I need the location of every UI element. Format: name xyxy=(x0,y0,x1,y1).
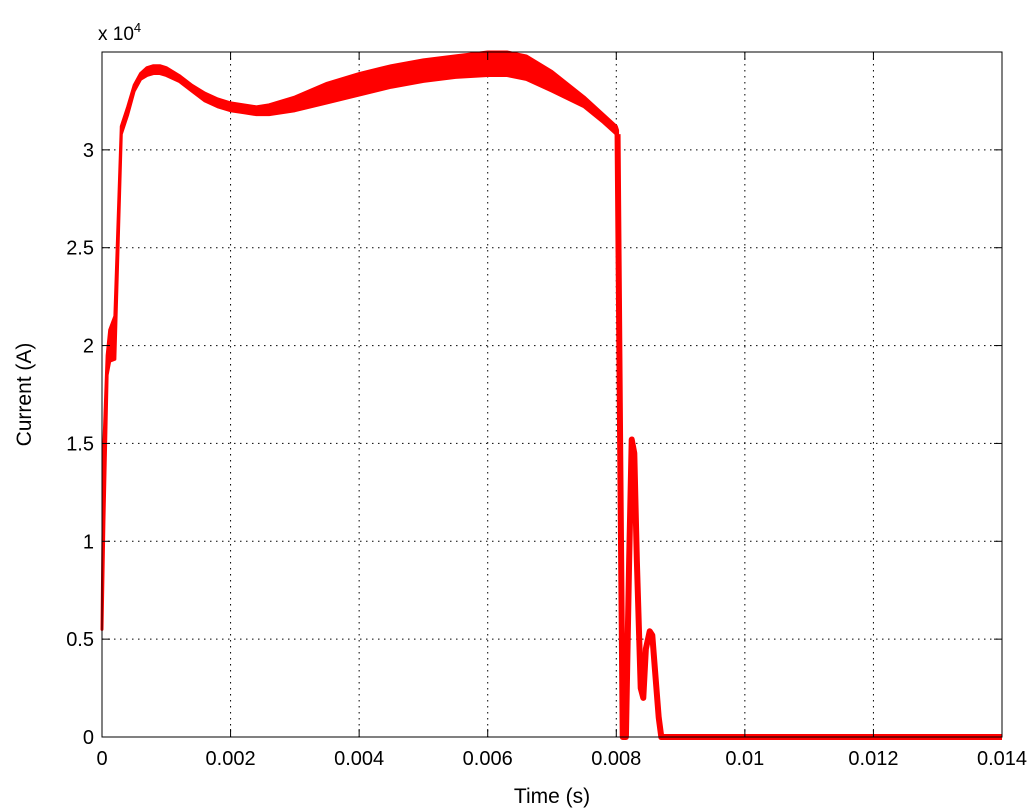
y-tick-label: 0 xyxy=(83,727,94,749)
y-tick-label: 2 xyxy=(83,336,94,358)
y-tick-label: 3 xyxy=(83,140,94,162)
grid-lines xyxy=(102,52,1002,737)
y-multiplier-exponent: 4 xyxy=(134,20,141,35)
plot-frame xyxy=(101,51,1003,738)
y-tick-label: 1 xyxy=(83,531,94,553)
plot-area xyxy=(102,52,1002,737)
x-tick-label: 0.014 xyxy=(977,748,1027,770)
y-axis-label: Current (A) xyxy=(13,343,36,447)
y-tick-label: 2.5 xyxy=(66,238,94,260)
x-tick-label: 0.006 xyxy=(463,748,513,770)
tick-marks xyxy=(101,52,1003,738)
tick-labels: 0 0.002 0.004 0.006 0.008 0.01 0.012 0.014 0 0.5 1… xyxy=(66,140,1027,770)
x-tick-label: 0 xyxy=(96,748,107,770)
y-tick-label: 1.5 xyxy=(66,433,94,455)
x-tick-label: 0.01 xyxy=(725,748,764,770)
y-multiplier-base: x 10 xyxy=(98,24,134,45)
x-axis-label: Time (s) xyxy=(514,785,590,808)
y-multiplier-label: x 104 xyxy=(98,20,141,45)
x-tick-label: 0.004 xyxy=(334,748,384,770)
x-tick-label: 0.012 xyxy=(848,748,898,770)
x-tick-label: 0.002 xyxy=(206,748,256,770)
y-tick-label: 0.5 xyxy=(66,629,94,651)
x-tick-label: 0.008 xyxy=(591,748,641,770)
